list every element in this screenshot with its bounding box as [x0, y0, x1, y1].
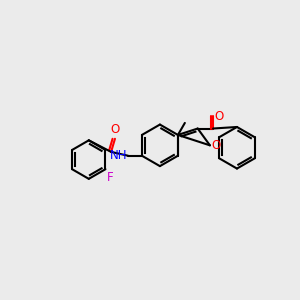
Text: O: O [110, 124, 120, 136]
Text: F: F [107, 171, 114, 184]
Text: NH: NH [110, 149, 127, 162]
Text: O: O [214, 110, 224, 123]
Text: O: O [212, 139, 221, 152]
